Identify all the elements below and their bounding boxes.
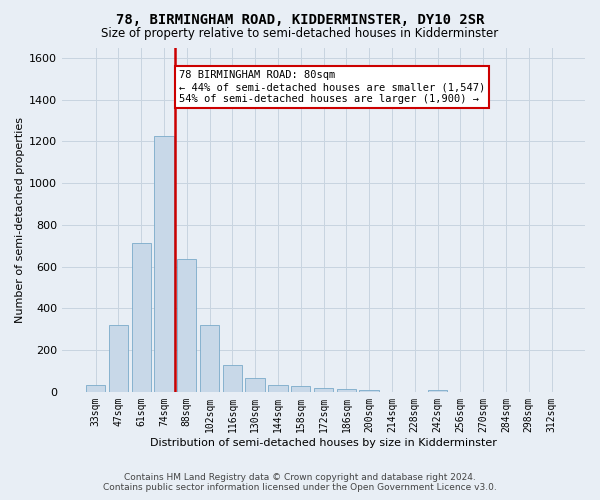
X-axis label: Distribution of semi-detached houses by size in Kidderminster: Distribution of semi-detached houses by … (150, 438, 497, 448)
Y-axis label: Number of semi-detached properties: Number of semi-detached properties (15, 116, 25, 322)
Bar (131, 242, 151, 392)
Bar (154, 136, 173, 392)
Bar (245, 378, 265, 392)
Bar (223, 364, 242, 392)
Text: Size of property relative to semi-detached houses in Kidderminster: Size of property relative to semi-detach… (101, 28, 499, 40)
Bar (359, 390, 379, 392)
Bar (428, 390, 447, 392)
Bar (109, 325, 128, 392)
Bar (337, 388, 356, 392)
Text: 78 BIRMINGHAM ROAD: 80sqm
← 44% of semi-detached houses are smaller (1,547)
54% : 78 BIRMINGHAM ROAD: 80sqm ← 44% of semi-… (179, 70, 485, 104)
Bar (86, 385, 105, 392)
Bar (268, 384, 287, 392)
Bar (291, 386, 310, 392)
Bar (314, 388, 333, 392)
Text: 78, BIRMINGHAM ROAD, KIDDERMINSTER, DY10 2SR: 78, BIRMINGHAM ROAD, KIDDERMINSTER, DY10… (116, 12, 484, 26)
Bar (200, 325, 219, 392)
Text: Contains HM Land Registry data © Crown copyright and database right 2024.
Contai: Contains HM Land Registry data © Crown c… (103, 473, 497, 492)
Bar (177, 260, 196, 392)
